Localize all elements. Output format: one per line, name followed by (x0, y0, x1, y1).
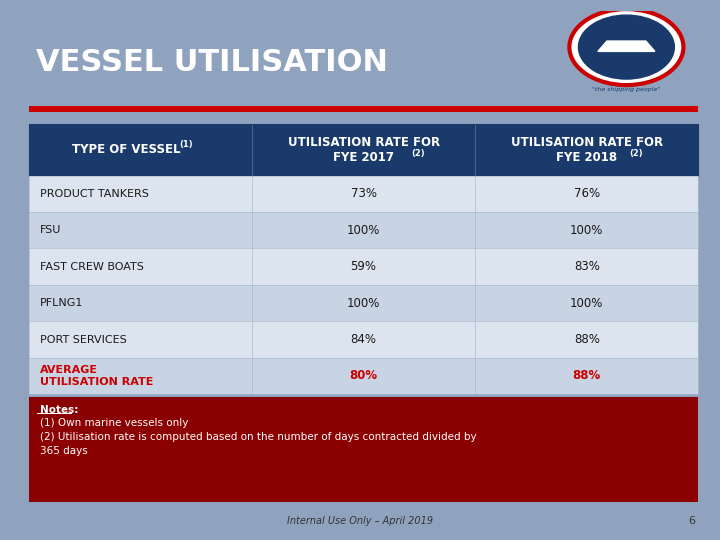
Text: TYPE OF VESSEL: TYPE OF VESSEL (72, 143, 180, 157)
Text: 84%: 84% (351, 333, 377, 346)
Text: (2) Utilisation rate is computed based on the number of days contracted divided : (2) Utilisation rate is computed based o… (40, 432, 476, 442)
Text: PORT SERVICES: PORT SERVICES (40, 334, 126, 345)
Text: PFLNG1: PFLNG1 (40, 298, 83, 308)
Text: 100%: 100% (570, 296, 603, 309)
Circle shape (578, 15, 675, 79)
Text: (2): (2) (411, 148, 424, 158)
Text: 100%: 100% (347, 224, 380, 237)
Text: 76%: 76% (574, 187, 600, 200)
Text: Internal Use Only – April 2019: Internal Use Only – April 2019 (287, 516, 433, 526)
Text: 80%: 80% (349, 369, 378, 382)
Text: 59%: 59% (351, 260, 377, 273)
Text: PRODUCT TANKERS: PRODUCT TANKERS (40, 188, 148, 199)
Text: UTILISATION RATE FOR
FYE 2017: UTILISATION RATE FOR FYE 2017 (287, 136, 440, 164)
Text: FSU: FSU (40, 225, 61, 235)
Text: 6: 6 (688, 516, 695, 526)
Text: (1) Own marine vessels only: (1) Own marine vessels only (40, 418, 188, 429)
Text: 88%: 88% (572, 369, 601, 382)
Text: (2): (2) (629, 148, 642, 158)
Text: FAST CREW BOATS: FAST CREW BOATS (40, 261, 143, 272)
Text: UTILISATION RATE FOR
FYE 2018: UTILISATION RATE FOR FYE 2018 (510, 136, 663, 164)
Text: 88%: 88% (574, 333, 600, 346)
Text: 100%: 100% (347, 296, 380, 309)
Text: 83%: 83% (574, 260, 600, 273)
Text: 100%: 100% (570, 224, 603, 237)
Text: Notes:: Notes: (40, 405, 78, 415)
Text: "the shipping people": "the shipping people" (593, 87, 660, 92)
Circle shape (570, 9, 683, 85)
Text: AVERAGE
UTILISATION RATE: AVERAGE UTILISATION RATE (40, 365, 153, 387)
Polygon shape (598, 41, 655, 51)
Text: (1): (1) (179, 140, 192, 149)
Text: VESSEL UTILISATION: VESSEL UTILISATION (36, 48, 388, 77)
Text: 365 days: 365 days (40, 446, 87, 456)
Text: 73%: 73% (351, 187, 377, 200)
